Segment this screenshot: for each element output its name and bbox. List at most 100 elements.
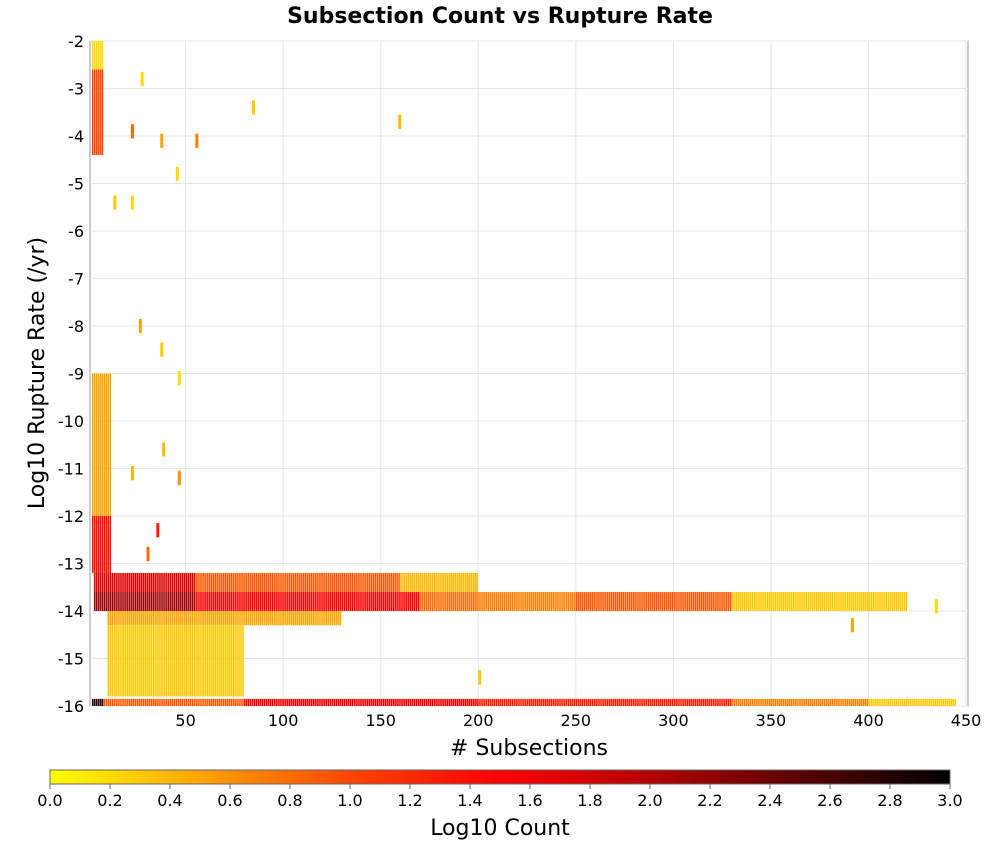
heatmap-cell [253, 611, 256, 626]
heatmap-cell [655, 592, 658, 611]
heatmap-cell [815, 698, 818, 706]
heatmap-cell [218, 573, 221, 592]
heatmap-cell [833, 698, 835, 706]
heatmap-cell [610, 698, 613, 706]
heatmap-cell [335, 592, 338, 611]
heatmap-cell [121, 625, 123, 697]
heatmap-cell [380, 698, 383, 706]
heatmap-cell [558, 698, 560, 706]
heatmap-cell [154, 592, 156, 611]
heatmap-cell [326, 611, 328, 626]
heatmap-cell [337, 698, 340, 706]
heatmap-cell [456, 573, 459, 592]
heatmap-cell [868, 698, 871, 706]
heatmap-cell [369, 698, 371, 706]
y-tick-label: -11 [58, 460, 84, 479]
heatmap-cell [415, 592, 418, 611]
heatmap-cell [123, 573, 125, 592]
heatmap-cell [331, 611, 334, 626]
colorbar-tick-label: 1.0 [337, 791, 362, 810]
heatmap-cell [708, 698, 711, 706]
heatmap-cell [203, 592, 205, 611]
heatmap-cell [308, 592, 311, 611]
heatmap-cell [341, 573, 344, 592]
heatmap-cell [429, 573, 432, 592]
heatmap-cell [400, 592, 402, 611]
heatmap-cell [179, 573, 182, 592]
heatmap-cell [203, 611, 205, 626]
heatmap-cell [447, 592, 449, 611]
heatmap-cell [232, 698, 234, 706]
heatmap-cell [593, 592, 595, 611]
heatmap-cell [189, 625, 192, 697]
heatmap-cell [201, 573, 203, 592]
heatmap-cell [175, 592, 178, 611]
heatmap-cell [683, 698, 685, 706]
heatmap-cell [889, 592, 892, 611]
heatmap-cell [130, 124, 134, 139]
heatmap-cell [648, 698, 650, 706]
heatmap-cell [238, 573, 240, 592]
heatmap-cell [443, 698, 445, 706]
heatmap-cell [774, 698, 777, 706]
heatmap-cell [714, 592, 716, 611]
heatmap-cell [942, 698, 945, 706]
heatmap-cell [113, 592, 115, 611]
heatmap-cell [304, 573, 307, 592]
heatmap-cell [328, 573, 330, 592]
heatmap-cell [835, 592, 837, 611]
heatmap-cell [314, 698, 316, 706]
y-tick-label: -7 [68, 270, 84, 289]
heatmap-cell [281, 611, 283, 626]
heatmap-cell [203, 573, 205, 592]
heatmap-cell [568, 698, 570, 706]
heatmap-cell [778, 698, 781, 706]
heatmap-cell [850, 698, 853, 706]
heatmap-cell [944, 698, 947, 706]
heatmap-cell [649, 698, 652, 706]
heatmap-cell [665, 592, 668, 611]
heatmap-cell [324, 698, 326, 706]
heatmap-cell [253, 573, 256, 592]
heatmap-cell [415, 698, 418, 706]
heatmap-cell [158, 611, 160, 626]
heatmap-cell [388, 592, 391, 611]
heatmap-cell [396, 573, 398, 592]
heatmap-cell [862, 698, 865, 706]
heatmap-cell [177, 611, 180, 626]
heatmap-cell [166, 573, 168, 592]
heatmap-cell [328, 611, 330, 626]
heatmap-cell [164, 698, 166, 706]
heatmap-cell [688, 698, 691, 706]
heatmap-cell [845, 592, 847, 611]
heatmap-cell [821, 698, 824, 706]
heatmap-cell [792, 592, 794, 611]
heatmap-cell [244, 573, 246, 592]
heatmap-cell [860, 698, 863, 706]
heatmap-cell [205, 698, 207, 706]
y-tick-label: -3 [68, 80, 84, 99]
heatmap-cell [460, 698, 463, 706]
heatmap-cell [784, 698, 787, 706]
heatmap-cell [113, 573, 115, 592]
heatmap-cell [248, 611, 250, 626]
heatmap-cell [372, 698, 375, 706]
heatmap-cell [150, 625, 153, 697]
heatmap-cell [556, 592, 558, 611]
heatmap-cell [780, 592, 783, 611]
heatmap-cell [275, 573, 277, 592]
heatmap-cell [261, 698, 264, 706]
heatmap-cell [93, 516, 96, 573]
heatmap-cell [802, 698, 804, 706]
heatmap-cell [363, 592, 365, 611]
heatmap-cell [862, 592, 865, 611]
heatmap-cell [852, 592, 855, 611]
heatmap-cell [501, 698, 504, 706]
heatmap-cell [874, 698, 876, 706]
heatmap-cell [653, 698, 656, 706]
heatmap-cell [210, 698, 213, 706]
heatmap-cell [700, 698, 703, 706]
heatmap-cell [454, 592, 457, 611]
heatmap-cell [355, 698, 357, 706]
heatmap-cell [515, 698, 517, 706]
